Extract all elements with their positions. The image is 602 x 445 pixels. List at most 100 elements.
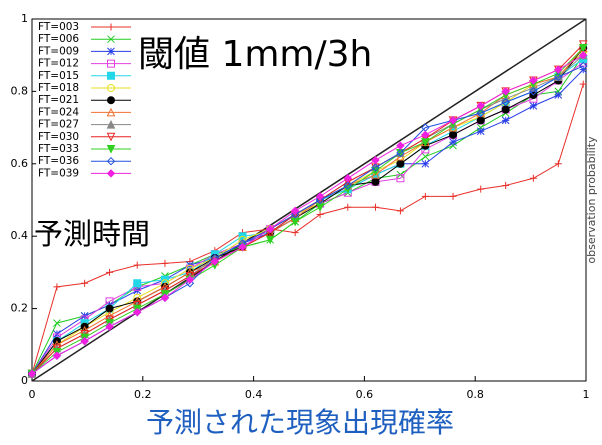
marker — [105, 322, 114, 331]
y-tick-label: 0 — [21, 374, 28, 387]
marker — [501, 105, 510, 114]
marker — [290, 206, 300, 216]
marker — [501, 87, 510, 96]
marker — [371, 170, 380, 179]
marker — [476, 108, 485, 118]
marker — [448, 116, 458, 125]
marker — [578, 43, 588, 53]
marker — [529, 174, 537, 182]
legend-marker — [106, 169, 116, 178]
marker — [371, 177, 380, 186]
legend-marker — [106, 156, 116, 166]
marker — [266, 224, 275, 234]
marker — [315, 192, 325, 201]
marker — [371, 163, 380, 172]
x-tick-label: 0.8 — [466, 388, 484, 401]
legend-marker — [106, 107, 116, 117]
legend-label: FT=021 — [38, 94, 79, 106]
legend-marker — [106, 84, 116, 92]
marker — [476, 127, 485, 136]
marker — [133, 279, 142, 288]
series-line — [31, 47, 584, 375]
annotation: 閾値 1mm/3h — [138, 34, 372, 75]
marker — [421, 152, 430, 161]
marker — [501, 116, 510, 125]
legend-marker — [106, 145, 116, 154]
marker — [80, 336, 89, 346]
legend-label: FT=006 — [38, 33, 79, 45]
marker — [185, 279, 195, 288]
legend-marker — [107, 23, 115, 31]
legend-label: FT=015 — [38, 70, 79, 82]
marker — [579, 61, 588, 71]
marker — [396, 159, 405, 168]
marker — [579, 80, 587, 88]
y-tick-label: 0.4 — [11, 229, 29, 242]
marker — [396, 148, 405, 158]
marker — [53, 319, 61, 327]
x-tick-label: 0.2 — [134, 388, 152, 401]
marker — [133, 261, 141, 269]
marker — [396, 207, 404, 215]
marker — [210, 257, 220, 266]
marker — [529, 102, 538, 110]
marker — [396, 174, 405, 183]
marker — [579, 50, 588, 60]
marker — [529, 76, 538, 85]
marker — [476, 116, 485, 125]
y-tick-label: 0.8 — [11, 84, 29, 97]
marker — [27, 369, 37, 378]
marker — [421, 130, 430, 140]
marker — [52, 351, 62, 360]
legend-marker — [107, 47, 115, 56]
marker — [343, 174, 352, 183]
marker — [371, 203, 379, 211]
series-line — [31, 84, 584, 374]
marker — [371, 155, 380, 165]
legend-marker — [107, 71, 115, 80]
y-tick-label: 0.6 — [11, 157, 29, 170]
legend-marker — [106, 132, 116, 142]
marker — [343, 181, 352, 190]
marker — [81, 279, 89, 287]
marker — [315, 195, 325, 205]
marker — [554, 72, 563, 82]
marker — [290, 210, 300, 219]
legend-box — [36, 21, 136, 184]
x-tick-label: 0.6 — [356, 388, 374, 401]
marker — [160, 293, 170, 302]
y-axis-label: observation probability — [585, 136, 598, 264]
series-line — [31, 54, 584, 375]
legend-marker — [107, 59, 115, 68]
legend-label: FT=012 — [38, 58, 79, 70]
legend-label: FT=003 — [38, 21, 79, 33]
legend-label: FT=027 — [38, 119, 79, 131]
marker — [501, 98, 510, 107]
marker — [554, 65, 563, 74]
marker — [477, 185, 485, 193]
marker — [502, 182, 510, 190]
x-tick-label: 0.4 — [245, 388, 263, 401]
marker — [421, 159, 430, 168]
x-tick-label: 1 — [583, 388, 590, 401]
legend-label: FT=039 — [38, 167, 79, 179]
marker — [554, 91, 563, 99]
legend-label: FT=030 — [38, 131, 79, 143]
marker — [316, 210, 324, 218]
marker — [53, 283, 61, 291]
marker — [449, 192, 457, 200]
marker — [265, 235, 275, 245]
series-line — [31, 47, 584, 375]
marker — [529, 87, 538, 96]
legend-label: FT=009 — [38, 45, 79, 57]
marker — [421, 192, 429, 200]
legend-label: FT=024 — [38, 106, 79, 118]
marker — [449, 138, 457, 146]
marker — [344, 203, 352, 211]
marker — [554, 87, 563, 96]
marker — [449, 130, 458, 139]
x-axis-label: 予測された現象出現確率 — [146, 406, 454, 439]
legend-marker — [106, 119, 116, 129]
plot-frame — [31, 18, 587, 382]
